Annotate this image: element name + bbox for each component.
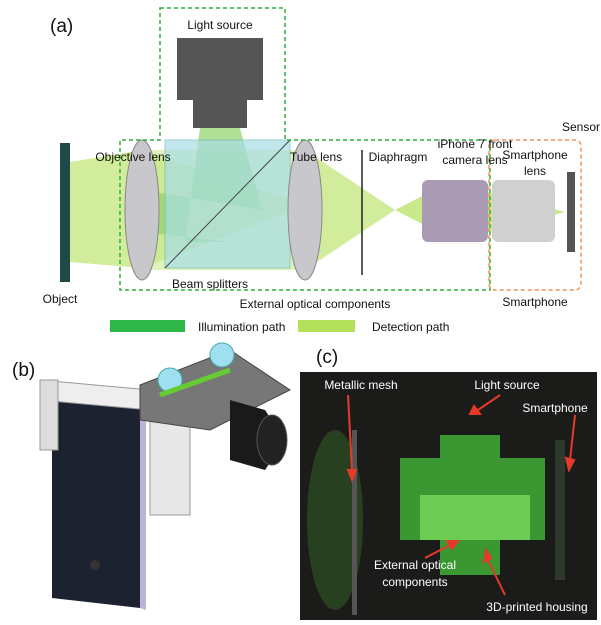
sensor [567, 172, 575, 252]
detection-beam [305, 150, 395, 270]
legend-swatch [110, 320, 185, 332]
label: Sensor [562, 120, 600, 134]
objective-lens [124, 139, 160, 281]
label: Diaphragm [369, 150, 428, 164]
label: Smartphone [522, 401, 588, 415]
splitter-diagonal [164, 139, 291, 269]
iphone-lens [422, 180, 488, 242]
label: iPhone 7 front [438, 137, 513, 151]
panel-label: (a) [50, 16, 73, 37]
phone [52, 385, 140, 608]
label: Light source [187, 18, 253, 32]
light-source-cap [256, 414, 288, 466]
label: External optical [374, 558, 456, 572]
legend-label: Illumination path [198, 320, 285, 334]
optics-glow [420, 495, 530, 540]
arrows [346, 394, 576, 596]
light-source-neck [193, 100, 247, 128]
label: Object [43, 292, 78, 306]
mesh [352, 430, 357, 615]
label: lens [524, 164, 546, 178]
phone-edge [140, 395, 146, 610]
label: External optical components [240, 297, 391, 311]
detection-beam [395, 192, 430, 228]
label: Tube lens [290, 150, 342, 164]
panel-label: (c) [316, 347, 338, 368]
light-path [159, 367, 231, 398]
label: Objective lens [95, 150, 170, 164]
phone-button [90, 560, 100, 570]
object [60, 143, 70, 282]
lens [209, 342, 235, 368]
panel-label: (b) [12, 360, 35, 381]
smartphone-box [488, 139, 582, 291]
legend-swatch [298, 320, 355, 332]
label: Metallic mesh [324, 378, 397, 392]
label: components [382, 575, 447, 589]
external-box [119, 7, 491, 291]
label: Beam splitters [172, 277, 248, 291]
label: 3D-printed housing [486, 600, 587, 614]
light-source-body [177, 38, 263, 100]
legend-label: Detection path [372, 320, 449, 334]
label: Smartphone [502, 295, 568, 309]
label: camera lens [442, 153, 507, 167]
clamp [39, 379, 59, 451]
smartphone-lens [492, 180, 555, 242]
panel-c: (c) Metallic mesh Light source Smartphon… [300, 347, 597, 620]
smartphone [555, 440, 565, 580]
label: Smartphone [502, 148, 568, 162]
label: Light source [474, 378, 540, 392]
panel-b: (b) [12, 342, 291, 610]
panel-a: (a) Light source Objective lens Tube len… [43, 7, 600, 334]
